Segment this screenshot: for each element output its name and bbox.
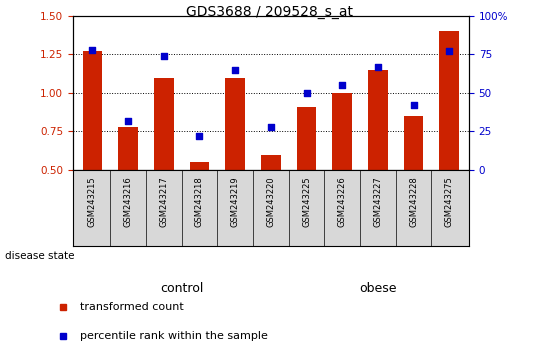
Text: GSM243215: GSM243215 <box>88 176 97 227</box>
Point <box>338 82 347 88</box>
Bar <box>439 32 459 170</box>
Point <box>302 90 311 96</box>
Bar <box>82 51 102 170</box>
Text: control: control <box>160 282 203 295</box>
Point <box>409 102 418 108</box>
Point <box>231 67 239 73</box>
Point <box>445 48 454 54</box>
Bar <box>333 93 352 170</box>
Text: obese: obese <box>359 282 397 295</box>
Text: disease state: disease state <box>5 251 75 261</box>
Text: GSM243216: GSM243216 <box>123 176 133 227</box>
Text: GDS3688 / 209528_s_at: GDS3688 / 209528_s_at <box>186 5 353 19</box>
Point <box>195 133 204 139</box>
Text: GSM243227: GSM243227 <box>374 176 382 227</box>
Point <box>88 47 96 53</box>
Bar <box>225 78 245 170</box>
Text: percentile rank within the sample: percentile rank within the sample <box>80 331 267 341</box>
Bar <box>190 162 209 170</box>
Bar <box>118 127 138 170</box>
Text: GSM243275: GSM243275 <box>445 176 454 227</box>
Text: GSM243217: GSM243217 <box>160 176 168 227</box>
Bar <box>368 70 388 170</box>
Point <box>160 53 168 59</box>
Point <box>267 124 275 130</box>
Bar <box>154 78 174 170</box>
Bar <box>297 107 316 170</box>
Point <box>374 64 382 70</box>
Text: GSM243225: GSM243225 <box>302 176 311 227</box>
Bar <box>261 154 281 170</box>
Point <box>124 118 133 124</box>
Text: GSM243220: GSM243220 <box>266 176 275 227</box>
Text: GSM243218: GSM243218 <box>195 176 204 227</box>
Text: GSM243226: GSM243226 <box>338 176 347 227</box>
Text: transformed count: transformed count <box>80 302 183 312</box>
Text: GSM243228: GSM243228 <box>409 176 418 227</box>
Bar <box>404 116 424 170</box>
Text: GSM243219: GSM243219 <box>231 176 240 227</box>
